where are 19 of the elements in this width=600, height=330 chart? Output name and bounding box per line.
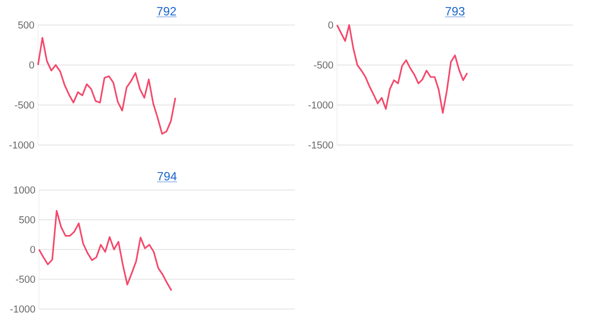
line-series	[37, 37, 176, 135]
line-series	[336, 24, 468, 114]
y-tick-label: -500	[314, 61, 334, 69]
chart-title: 792	[157, 6, 176, 16]
y-tick-label: -1500	[308, 141, 334, 149]
y-tick-label: -500	[16, 276, 36, 283]
line-series	[38, 210, 172, 292]
chart-title: 794	[158, 172, 177, 180]
y-tick-label: 0	[328, 21, 334, 29]
y-tick-label: -1000	[308, 101, 334, 109]
y-tick-label: -500	[14, 101, 34, 109]
y-tick-label: 500	[18, 21, 34, 29]
y-tick-label: -1000	[9, 141, 34, 149]
y-tick-label: -1000	[10, 305, 36, 313]
y-tick-label: 0	[30, 246, 36, 254]
y-tick-label: 1000	[14, 186, 36, 194]
y-tick-label: 0	[29, 61, 34, 69]
y-tick-label: 500	[19, 216, 36, 224]
chart-title: 793	[446, 6, 464, 16]
